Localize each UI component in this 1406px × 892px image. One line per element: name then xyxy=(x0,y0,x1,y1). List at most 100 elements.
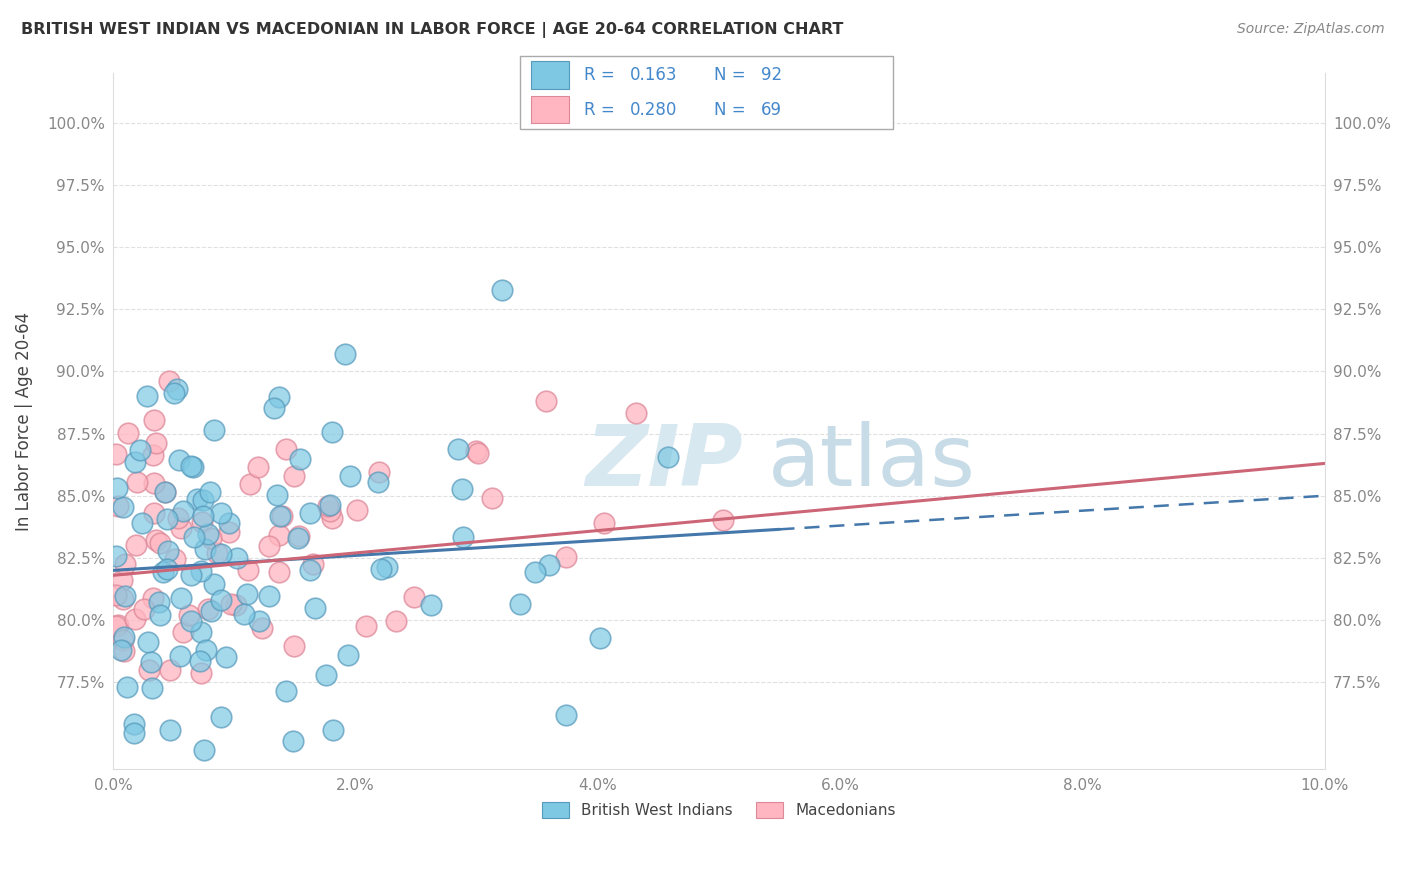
Point xyxy=(319,504,342,518)
Point xyxy=(141,655,163,669)
Point xyxy=(236,563,259,577)
Point xyxy=(159,664,181,678)
Point xyxy=(148,595,170,609)
Point xyxy=(136,635,159,649)
Text: N =: N = xyxy=(714,66,751,84)
Point xyxy=(252,621,274,635)
Point xyxy=(190,665,212,680)
Point xyxy=(299,563,322,577)
Point xyxy=(336,648,359,663)
Point xyxy=(127,475,149,490)
Point xyxy=(467,445,489,459)
Point xyxy=(283,468,305,483)
Point xyxy=(200,604,222,618)
Point xyxy=(269,508,291,523)
Point xyxy=(235,587,257,601)
Point xyxy=(163,385,186,400)
Point xyxy=(166,511,188,525)
Point xyxy=(249,614,271,628)
Point xyxy=(177,608,200,623)
Point xyxy=(276,684,298,698)
Point xyxy=(122,726,145,740)
Point xyxy=(281,734,304,748)
Point xyxy=(232,607,254,622)
Point xyxy=(288,452,311,467)
Point xyxy=(198,485,221,500)
Point xyxy=(183,530,205,544)
Point xyxy=(112,643,135,657)
Point xyxy=(524,565,547,579)
Point xyxy=(132,602,155,616)
Point xyxy=(172,504,194,518)
Point xyxy=(142,591,165,605)
Text: R =: R = xyxy=(583,101,620,119)
Point xyxy=(451,482,474,496)
Point xyxy=(180,614,202,628)
Point xyxy=(218,516,240,530)
Point xyxy=(107,617,129,632)
Point xyxy=(298,506,321,520)
Point xyxy=(143,476,166,491)
Point xyxy=(509,598,531,612)
Point xyxy=(114,557,136,571)
Point xyxy=(319,498,342,512)
Point xyxy=(156,544,179,558)
Point xyxy=(263,401,285,416)
Point xyxy=(257,589,280,603)
Text: atlas: atlas xyxy=(768,421,976,504)
Point xyxy=(538,558,561,573)
Point xyxy=(117,680,139,694)
Point xyxy=(135,389,157,403)
Bar xyxy=(531,95,568,123)
Point xyxy=(149,535,172,549)
Point xyxy=(370,562,392,576)
Point xyxy=(202,423,225,437)
Point xyxy=(104,619,127,633)
Point xyxy=(131,516,153,531)
Point xyxy=(105,481,128,495)
Point xyxy=(169,452,191,467)
Bar xyxy=(531,62,568,89)
Point xyxy=(446,442,468,456)
Point xyxy=(181,460,204,475)
Point xyxy=(218,525,240,540)
Legend: British West Indians, Macedonians: British West Indians, Macedonians xyxy=(536,796,903,824)
Text: N =: N = xyxy=(714,101,751,119)
Point xyxy=(592,516,614,530)
Point xyxy=(112,500,135,514)
Point xyxy=(107,499,129,513)
Point xyxy=(554,708,576,723)
Point xyxy=(193,743,215,757)
Point xyxy=(202,576,225,591)
Point xyxy=(190,564,212,578)
Point xyxy=(346,502,368,516)
Point xyxy=(304,601,326,615)
Point xyxy=(274,442,297,456)
Point xyxy=(239,477,262,491)
Point xyxy=(534,393,557,408)
Point xyxy=(200,532,222,546)
Point xyxy=(170,520,193,534)
Point xyxy=(143,413,166,427)
Point xyxy=(157,374,180,388)
Text: 69: 69 xyxy=(761,101,782,119)
Point xyxy=(180,458,202,473)
Text: 92: 92 xyxy=(761,66,782,84)
Point xyxy=(287,532,309,546)
Point xyxy=(195,642,218,657)
Point xyxy=(209,506,232,520)
Point xyxy=(197,526,219,541)
Point xyxy=(465,443,488,458)
Point xyxy=(110,643,132,657)
Point xyxy=(301,557,323,571)
Point xyxy=(221,597,243,611)
Point xyxy=(209,547,232,561)
Point xyxy=(111,591,134,606)
Point xyxy=(112,632,135,647)
Point xyxy=(104,588,127,602)
Point xyxy=(315,668,337,682)
Point xyxy=(225,599,247,613)
Point xyxy=(112,630,135,644)
Point xyxy=(156,512,179,526)
Point xyxy=(333,346,356,360)
